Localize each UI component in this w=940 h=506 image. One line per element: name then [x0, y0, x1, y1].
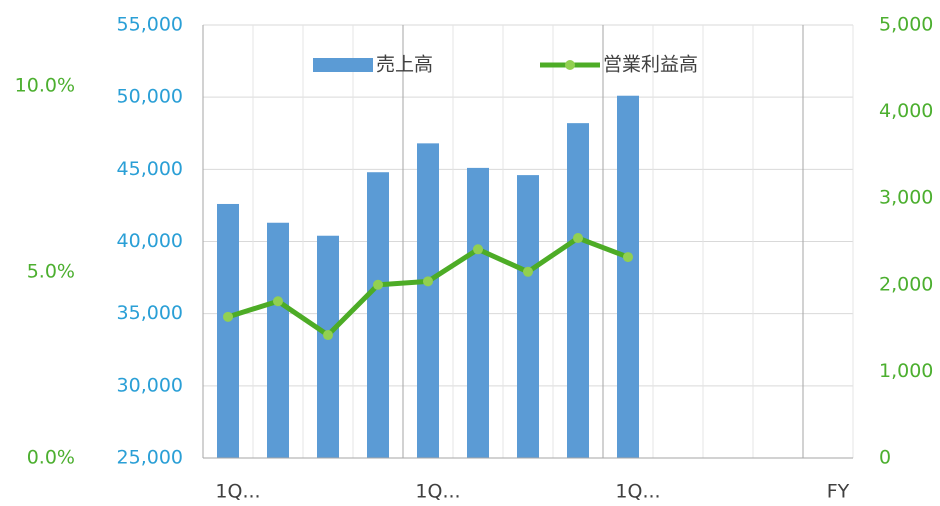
y2-tick-label: 5,000	[879, 14, 933, 36]
y2-tick-label: 0	[879, 447, 891, 469]
y-tick-label: 35,000	[117, 302, 183, 324]
y-tick-label: 45,000	[117, 158, 183, 180]
x-tick-label: 1Q...	[415, 481, 460, 503]
y-tick-label: 50,000	[117, 86, 183, 108]
y-tick-label: 25,000	[117, 447, 183, 469]
y2-tick-label: 4,000	[879, 100, 933, 122]
x-tick-label: 1Q...	[615, 481, 660, 503]
bar	[267, 222, 289, 458]
x-tick-label: FY	[827, 481, 850, 503]
legend-swatch	[313, 58, 373, 72]
line-marker	[573, 233, 583, 244]
line-marker	[373, 279, 383, 290]
bar	[367, 172, 389, 458]
bar	[417, 143, 439, 458]
bar	[467, 167, 489, 458]
line-marker	[423, 276, 433, 287]
line-marker	[273, 296, 283, 307]
line-marker	[323, 330, 333, 341]
bar	[567, 123, 589, 458]
y2-tick-label: 1,000	[879, 360, 933, 382]
bar	[217, 203, 239, 458]
line-marker	[523, 266, 533, 277]
legend-label: 売上高	[376, 54, 433, 76]
y-tick-label: 40,000	[117, 230, 183, 252]
bar	[617, 95, 639, 459]
line-marker	[473, 244, 483, 255]
y2-tick-label: 3,000	[879, 187, 933, 209]
legend-label: 営業利益高	[603, 54, 698, 76]
bar	[317, 235, 339, 458]
legend-marker	[565, 60, 575, 70]
line-marker	[623, 252, 633, 263]
y3-tick-label: 10.0%	[15, 75, 75, 97]
x-tick-label: 1Q...	[215, 481, 260, 503]
bar	[517, 175, 539, 458]
y-tick-label: 55,000	[117, 14, 183, 36]
y3-tick-label: 5.0%	[27, 261, 75, 283]
y3-tick-label: 0.0%	[27, 447, 75, 469]
y2-tick-label: 2,000	[879, 273, 933, 295]
y-tick-label: 30,000	[117, 374, 183, 396]
line-marker	[223, 311, 233, 322]
